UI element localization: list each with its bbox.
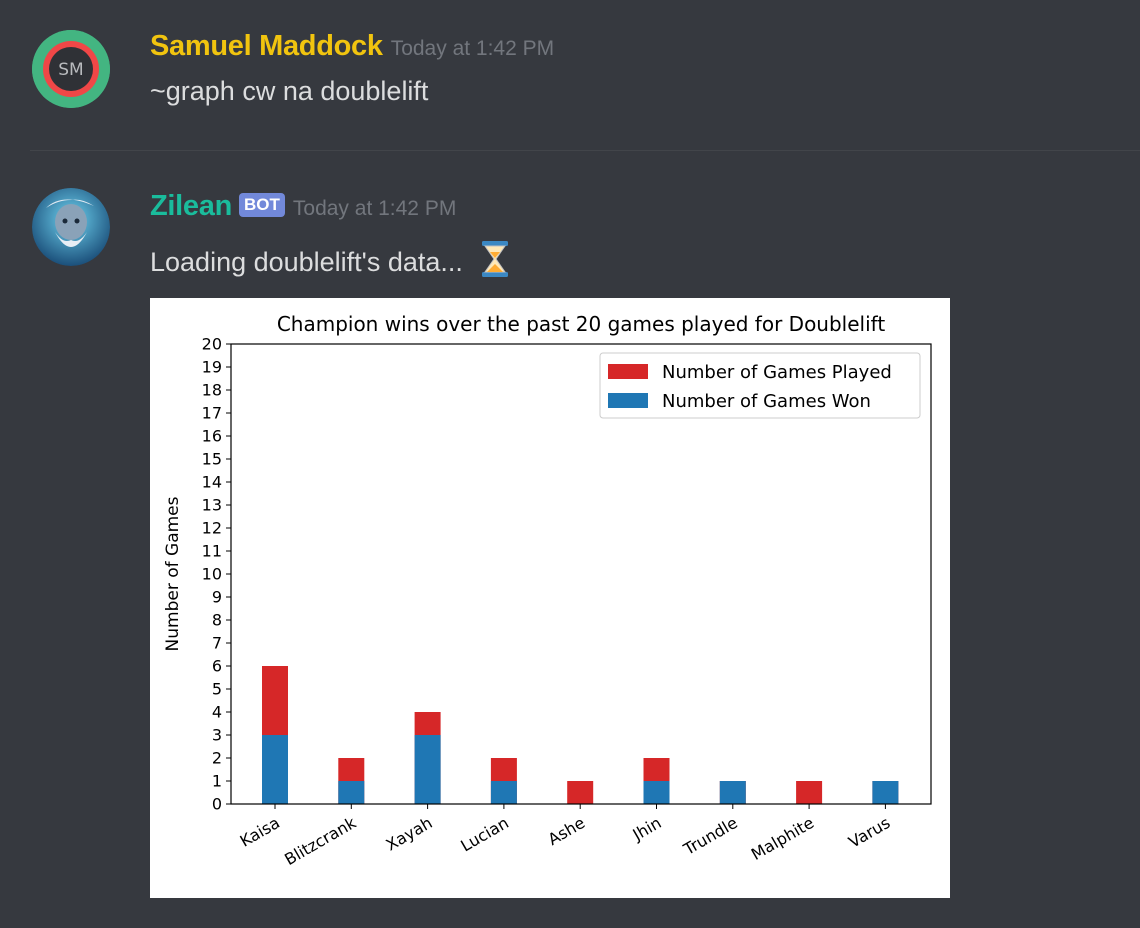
- legend-swatch: [608, 364, 648, 379]
- bar-won-lucian: [490, 781, 517, 804]
- bar-played-malphite: [796, 781, 823, 804]
- x-tick-label: Malphite: [748, 813, 817, 864]
- bar-won-jhin: [643, 781, 670, 804]
- bar-won-blitzcrank: [338, 781, 365, 804]
- username[interactable]: Zilean: [150, 190, 232, 222]
- legend-label: Number of Games Played: [662, 362, 892, 383]
- y-tick-label: 9: [212, 588, 222, 607]
- bar-played-ashe: [567, 781, 594, 804]
- bot-tag: BOT: [239, 193, 285, 217]
- y-tick-label: 11: [202, 542, 222, 561]
- y-tick-label: 2: [212, 749, 222, 768]
- bar-won-kaisa: [262, 735, 288, 804]
- bar-won-varus: [872, 781, 899, 804]
- y-tick-label: 8: [212, 611, 222, 630]
- message-text: ~graph cw na doublelift: [150, 76, 429, 106]
- bar-won-xayah: [414, 735, 441, 804]
- y-tick-label: 20: [202, 335, 222, 354]
- message-text-body: Loading doublelift's data...: [150, 247, 463, 277]
- message-header: Samuel Maddock Today at 1:42 PM: [150, 30, 554, 63]
- x-tick-label: Kaisa: [237, 813, 283, 851]
- y-tick-label: 4: [212, 703, 222, 722]
- y-tick-label: 14: [202, 473, 222, 492]
- avatar-icon: SM: [32, 30, 110, 108]
- x-tick-label: Ashe: [545, 813, 589, 849]
- x-tick-label: Varus: [845, 813, 893, 852]
- avatar-initials: SM: [58, 60, 83, 80]
- x-tick-label: Xayah: [383, 813, 436, 855]
- x-tick-label: Jhin: [629, 813, 665, 845]
- legend: [599, 352, 921, 419]
- y-tick-label: 10: [202, 565, 222, 584]
- message-header: Zilean BOT Today at 1:42 PM: [150, 190, 456, 223]
- y-tick-label: 15: [202, 450, 222, 469]
- y-tick-label: 7: [212, 634, 222, 653]
- avatar[interactable]: [32, 188, 110, 266]
- y-axis-label: Number of Games: [163, 496, 183, 651]
- avatar[interactable]: SM: [32, 30, 110, 108]
- y-tick-label: 3: [212, 726, 222, 745]
- y-tick-label: 19: [202, 358, 222, 377]
- y-tick-label: 0: [212, 795, 222, 814]
- timestamp: Today at 1:42 PM: [390, 37, 555, 60]
- message-text: Loading doublelift's data...: [150, 241, 510, 284]
- timestamp: Today at 1:42 PM: [292, 197, 457, 220]
- y-tick-label: 18: [202, 381, 222, 400]
- legend-label: Number of Games Won: [662, 391, 871, 412]
- y-tick-label: 5: [212, 680, 222, 699]
- x-tick-label: Blitzcrank: [281, 813, 360, 869]
- y-tick-label: 12: [202, 519, 222, 538]
- y-tick-label: 17: [202, 404, 222, 423]
- x-tick-label: Lucian: [457, 813, 512, 855]
- legend-swatch: [608, 393, 648, 408]
- y-tick-label: 13: [202, 496, 222, 515]
- chart-image[interactable]: Champion wins over the past 20 games pla…: [150, 298, 950, 898]
- bar-chart: Champion wins over the past 20 games pla…: [163, 312, 932, 869]
- chart-title: Champion wins over the past 20 games pla…: [277, 312, 886, 336]
- x-tick-label: Trundle: [680, 813, 741, 859]
- y-tick-label: 16: [202, 427, 222, 446]
- zilean-avatar-icon: [32, 188, 110, 266]
- y-tick-label: 1: [212, 772, 222, 791]
- username[interactable]: Samuel Maddock: [150, 30, 383, 62]
- hourglass-icon: [480, 241, 510, 284]
- bar-won-trundle: [719, 781, 746, 804]
- message-divider: [30, 150, 1140, 151]
- y-tick-label: 6: [212, 657, 222, 676]
